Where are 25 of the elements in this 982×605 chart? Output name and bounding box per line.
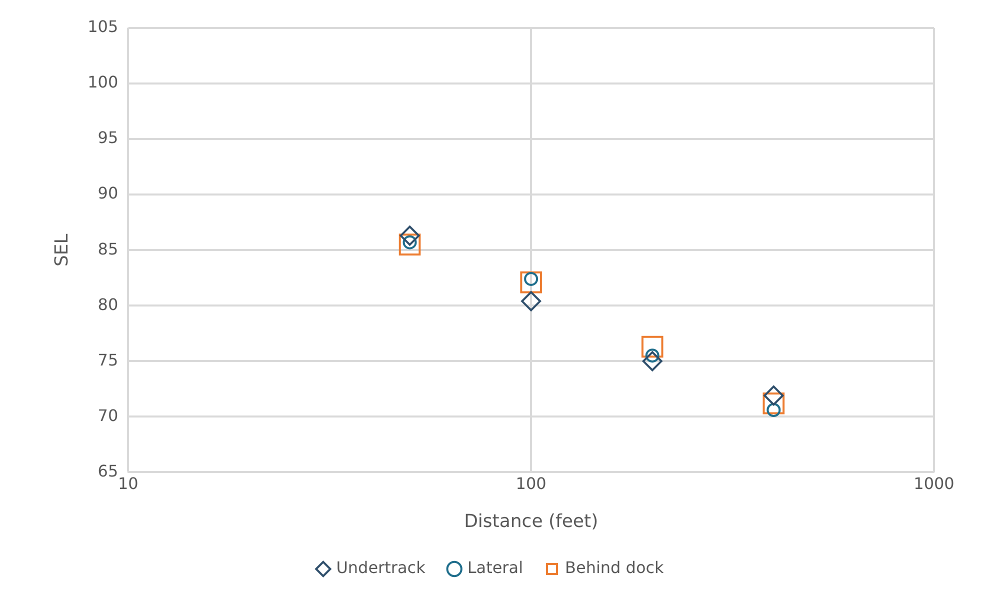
y-tick-label: 70 xyxy=(98,406,118,425)
point xyxy=(400,226,420,246)
legend-label: Undertrack xyxy=(336,558,426,578)
point xyxy=(762,392,785,414)
x-tick-label: 1000 xyxy=(914,474,954,493)
legend-label: Behind dock xyxy=(565,558,665,578)
y-tick-label: 75 xyxy=(98,350,118,370)
y-tick-label: 100 xyxy=(88,72,118,92)
point xyxy=(520,271,542,294)
x-tick-label: 100 xyxy=(516,474,546,493)
y-tick-label: 90 xyxy=(98,184,118,203)
x-tick-label: 10 xyxy=(118,474,138,493)
y-axis-title: SEL xyxy=(51,234,72,267)
legend-label: Lateral xyxy=(467,558,524,578)
y-tick-label: 95 xyxy=(98,128,118,148)
y-tick-label: 85 xyxy=(98,239,118,258)
point xyxy=(764,386,784,406)
x-axis-title: Distance (feet) xyxy=(464,510,598,532)
y-tick-label: 80 xyxy=(98,294,118,314)
point xyxy=(521,291,542,312)
point xyxy=(641,336,664,358)
y-tick-label: 105 xyxy=(88,17,118,36)
point xyxy=(642,351,662,372)
point xyxy=(398,234,421,256)
y-tick-label: 65 xyxy=(98,461,118,480)
